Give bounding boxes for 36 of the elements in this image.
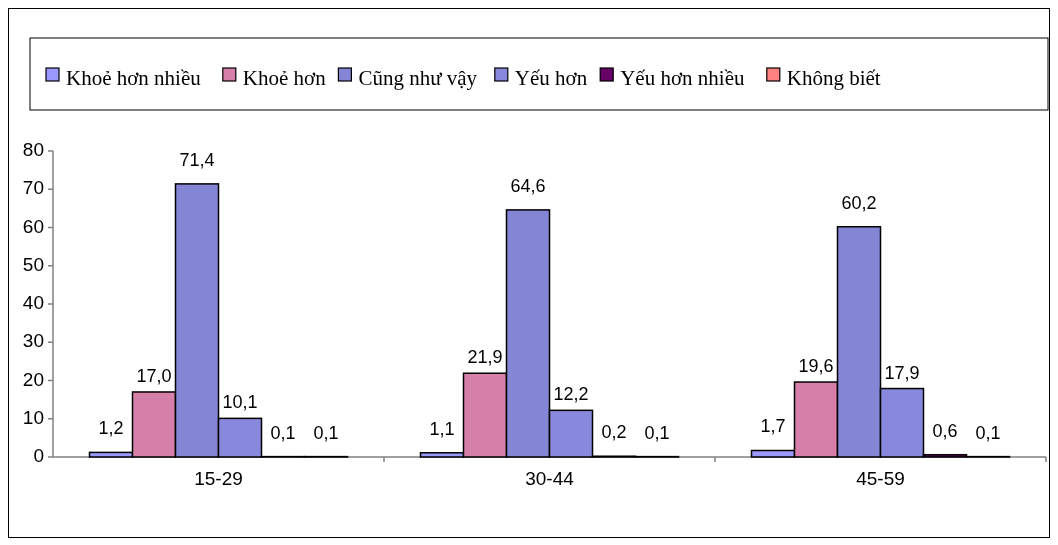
data-label: 1,2	[98, 418, 124, 439]
data-label: 71,4	[179, 149, 215, 170]
data-label: 60,2	[841, 192, 877, 213]
x-tick-label: 30-44	[525, 468, 575, 489]
data-label: 19,6	[798, 356, 834, 377]
y-tick-label: 30	[22, 330, 44, 352]
legend-label: Khoẻ hơn	[242, 65, 327, 90]
y-tick-label: 80	[22, 139, 44, 161]
legend-label: Không biết	[786, 65, 881, 90]
legend-label: Khoẻ hơn nhiều	[66, 65, 202, 90]
data-label: 0,6	[932, 420, 958, 441]
data-label: 17,0	[136, 365, 172, 386]
x-tick-label: 45-59	[856, 468, 905, 489]
data-label: 12,2	[553, 384, 589, 405]
legend-label: Yếu hơn	[514, 65, 588, 90]
y-tick-label: 70	[22, 177, 44, 199]
data-label: 1,1	[429, 418, 455, 439]
y-tick-label: 20	[22, 368, 44, 390]
data-label: 10,1	[222, 392, 258, 413]
y-tick-label: 50	[22, 253, 44, 275]
legend-label: Yếu hơn nhiều	[620, 65, 745, 90]
legend-label: Cũng như vậy	[358, 65, 478, 90]
data-label: 0,2	[601, 422, 627, 443]
x-tick-label: 15-29	[194, 468, 243, 489]
data-label: 21,9	[467, 347, 503, 368]
data-label: 1,7	[760, 416, 786, 437]
data-label: 17,9	[884, 362, 920, 383]
data-label: 0,1	[270, 422, 296, 443]
data-label: 0,1	[975, 422, 1001, 443]
y-tick-label: 60	[22, 215, 44, 237]
data-label: 0,1	[644, 422, 670, 443]
y-tick-label: 10	[22, 406, 44, 428]
data-label: 64,6	[510, 175, 546, 196]
data-label: 0,1	[313, 422, 339, 443]
y-tick-label: 0	[33, 445, 44, 467]
y-tick-label: 40	[22, 292, 44, 314]
